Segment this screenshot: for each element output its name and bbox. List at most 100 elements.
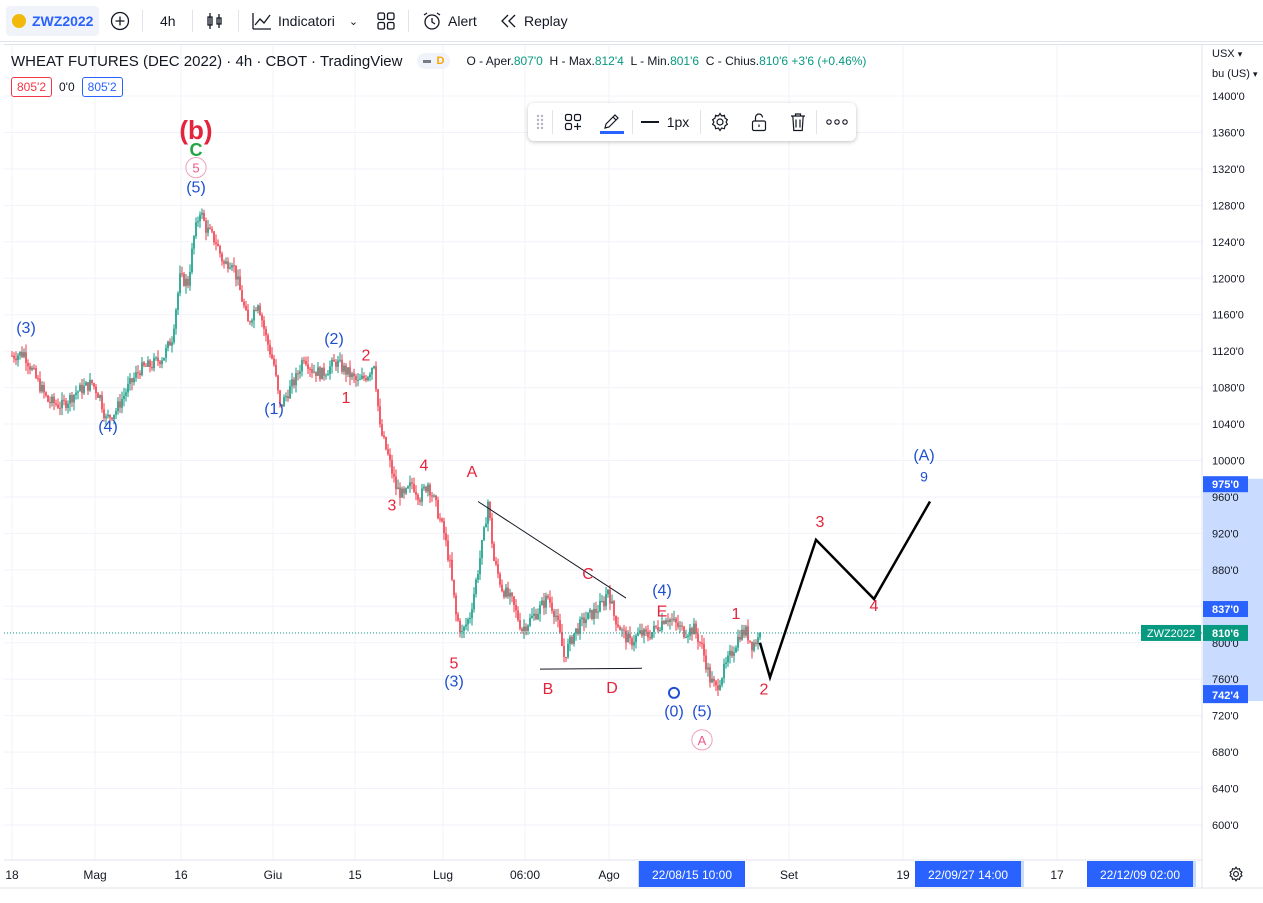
candle [675,616,677,631]
candle [237,269,239,286]
candle [51,394,53,407]
sell-button[interactable]: 805'2 [11,77,52,97]
candle [701,635,703,649]
candle-body [723,663,725,679]
candle [725,656,727,669]
candle [405,487,407,496]
candle-body [247,309,249,322]
candle-body [89,379,91,391]
wave-label: (1) [264,401,284,418]
candle-body [755,642,757,645]
chart-frame [4,44,1263,889]
candle [649,629,651,641]
candle-body [223,261,225,264]
price-tick-label: 720'0 [1212,711,1239,723]
candle [355,373,357,387]
unlock-icon[interactable] [747,103,771,141]
settings-icon[interactable] [708,103,732,141]
candle [423,483,425,491]
time-tick-label: 15 [348,868,362,882]
candle [629,626,631,645]
candle [697,628,699,650]
gear-icon[interactable] [1228,866,1244,887]
candle-body [629,633,631,639]
wave-label: 3 [388,498,397,515]
wave-label: 2 [760,682,769,699]
wave-label: B [543,681,554,698]
replay-button[interactable]: Replay [500,0,568,42]
candle-body [317,367,319,376]
candle-body [141,362,143,376]
candle-body [469,618,471,620]
candle-body [157,357,159,362]
wave-label-circle [691,729,713,751]
candle [543,593,545,615]
candle [531,608,533,619]
candle [147,356,149,368]
pencil-icon[interactable] [598,103,624,141]
candle-body [625,630,627,643]
indicators-label: Indicatori [278,13,335,29]
symbol-search-button[interactable]: ZWZ2022 [6,6,100,36]
indicators-button[interactable]: Indicatori ⌄ [252,0,358,42]
alert-button[interactable]: Alert [422,0,477,42]
candle-body [733,652,735,656]
candle-body [487,501,489,524]
candle-body [737,636,739,648]
visibility-toggle[interactable]: D [416,53,451,69]
candle [197,216,199,227]
candle [339,352,341,363]
candle [655,625,657,630]
candle-body [311,369,313,373]
line-width-button[interactable]: 1px [640,103,690,141]
candle [615,615,617,632]
candle-body [449,559,451,561]
candle [487,499,489,532]
candles-icon[interactable] [206,0,224,42]
wave-label: 2 [362,347,371,364]
candle [143,360,145,368]
interval-button[interactable]: 4h [160,0,176,42]
currency-selector[interactable]: USX ▾ [1212,48,1242,60]
trash-icon[interactable] [786,103,810,141]
candle [505,584,507,599]
candle [685,629,687,639]
candle [223,259,225,269]
candle [81,379,83,399]
candle [345,363,347,382]
candle-body [95,386,97,394]
candle [13,352,15,363]
templates-icon[interactable] [560,103,586,141]
more-icon[interactable] [824,103,850,141]
drag-handle-icon[interactable] [532,103,548,141]
time-tick-label: 06:00 [510,868,540,882]
chevron-down-icon: ▾ [1252,69,1258,79]
candle [583,612,585,632]
candle [711,671,713,684]
candle [23,348,25,359]
candle [743,624,745,639]
candle [161,357,163,369]
candle-body [143,362,145,366]
plus-circle-icon[interactable] [110,0,130,42]
candle [329,360,331,380]
toolbar-divider [192,10,193,32]
unit-selector[interactable]: bu (US) ▾ [1212,68,1258,80]
candle [301,357,303,377]
buy-button[interactable]: 805'2 [81,77,123,97]
candle-body [749,640,751,642]
candle-body [211,228,213,232]
candle [153,353,155,372]
candle-body [415,491,417,495]
toolbar-divider [408,10,409,32]
candle [447,534,449,563]
candle [481,539,483,565]
candle-body [757,637,759,645]
candle [65,398,67,411]
candle-body [71,394,73,403]
candle [721,677,723,688]
candle [25,344,27,371]
chart-legend: WHEAT FUTURES (DEC 2022) · 4h · CBOT · T… [11,52,866,70]
grid-icon[interactable] [376,0,396,42]
